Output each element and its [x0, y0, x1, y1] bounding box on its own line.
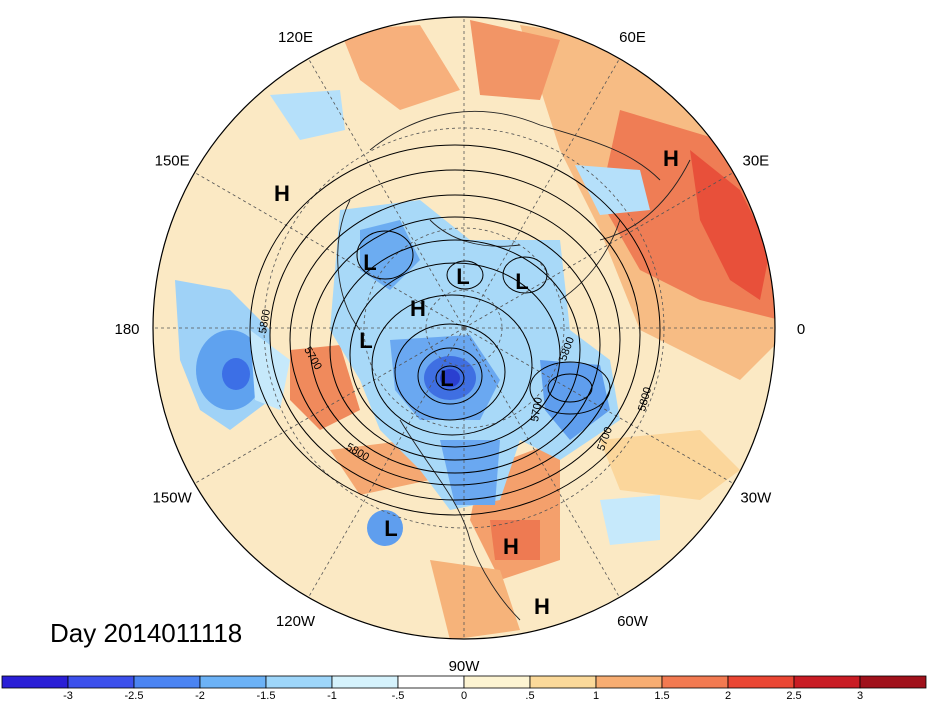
- height-contours: [249, 144, 661, 516]
- warm-anomaly-region: [290, 345, 360, 430]
- colorbar-tick-label: -1: [327, 690, 337, 702]
- contour-label: 5800: [257, 308, 273, 334]
- cold-anomaly-core: [222, 358, 250, 390]
- low-pressure-marker: L: [359, 328, 372, 353]
- meridian-line: [463, 58, 620, 329]
- colorbar-segment: [397, 675, 465, 689]
- map-boundary: [152, 16, 776, 640]
- cold-anomaly-region: [250, 330, 290, 410]
- longitude-label: 120E: [278, 29, 313, 46]
- colorbar-tick-label: -.5: [392, 690, 405, 702]
- high-pressure-marker: H: [274, 181, 290, 206]
- colorbar-segment: [463, 675, 531, 689]
- cold-anomaly-region: [270, 90, 345, 140]
- colorbar-tick-label: 0: [461, 690, 467, 702]
- colorbar-segment: [1, 675, 69, 689]
- longitude-label: 120W: [276, 613, 316, 630]
- meridian-line: [463, 172, 734, 329]
- colorbar-segment: [67, 675, 135, 689]
- colorbar-segment: [727, 675, 795, 689]
- high-pressure-marker: H: [410, 296, 426, 321]
- colorbar-tick-label: 2: [725, 690, 731, 702]
- longitude-label: 60E: [619, 29, 646, 46]
- colorbar-segment: [595, 675, 663, 689]
- longitude-label: 60W: [617, 613, 649, 630]
- low-pressure-marker: L: [515, 269, 528, 294]
- cold-anomaly-region: [575, 165, 650, 215]
- colorbar-segment: [793, 675, 861, 689]
- longitude-label: 150E: [155, 153, 190, 170]
- longitude-label: 0: [797, 321, 805, 338]
- colorbar-segment: [331, 675, 399, 689]
- warm-anomaly-region: [470, 20, 560, 100]
- colorbar-tick-label: -3: [63, 690, 73, 702]
- low-pressure-marker: L: [384, 516, 397, 541]
- low-pressure-marker: L: [456, 264, 469, 289]
- meridian-line: [308, 58, 465, 329]
- meridian-line: [194, 172, 465, 329]
- colorbar-segment: [199, 675, 267, 689]
- colorbar-tick-label: -1.5: [257, 690, 276, 702]
- colorbar-tick-label: -2: [195, 690, 205, 702]
- meridian-line: [463, 327, 620, 598]
- longitude-label: 150W: [153, 490, 193, 507]
- longitude-label-layer: 90E 60E 30E 0 30W 60W 90W 120W 150W 180 150E 120E: [114, 0, 805, 675]
- meridians: [153, 17, 775, 639]
- meridian-line: [308, 327, 465, 598]
- low-pressure-marker: L: [363, 250, 376, 275]
- pressure-center-layer: H H L L L H L L L H H: [274, 146, 679, 619]
- colorbar: -3 -2.5 -2 -1.5 -1 -.5 0 .5 1 1.5 2 2.5 3: [1, 675, 927, 702]
- coastlines: [337, 110, 691, 621]
- colorbar-tick-label: -2.5: [125, 690, 144, 702]
- colorbar-segment: [859, 675, 927, 689]
- colorbar-tick-label: 3: [857, 690, 863, 702]
- high-pressure-marker: H: [503, 534, 519, 559]
- warm-anomaly-region: [600, 430, 740, 500]
- colorbar-tick-label: 1.5: [654, 690, 669, 702]
- high-pressure-marker: H: [534, 594, 550, 619]
- date-label: Day 2014011118: [50, 618, 243, 648]
- warm-anomaly-region: [690, 150, 770, 300]
- cold-anomaly-core: [367, 510, 403, 546]
- longitude-label: 30W: [740, 490, 772, 507]
- cold-anomaly-core: [440, 369, 460, 387]
- warm-anomaly-region: [340, 25, 460, 110]
- colorbar-tick-label: 1: [593, 690, 599, 702]
- warm-anomaly-region: [430, 560, 520, 639]
- colorbar-segment: [265, 675, 333, 689]
- longitude-label: 90E: [451, 0, 478, 1]
- colorbar-segment: [661, 675, 729, 689]
- cold-anomaly-region: [600, 495, 660, 545]
- contour-label: 5700: [529, 396, 545, 422]
- warm-anomaly-region: [490, 520, 540, 560]
- low-pressure-marker: L: [440, 366, 453, 391]
- longitude-label: 30E: [742, 153, 769, 170]
- longitude-label: 90W: [449, 658, 481, 675]
- colorbar-tick-label: 2.5: [786, 690, 801, 702]
- high-pressure-marker: H: [663, 146, 679, 171]
- longitude-label: 180: [114, 321, 139, 338]
- colorbar-segment: [133, 675, 201, 689]
- cold-anomaly-region: [360, 220, 420, 290]
- colorbar-segment: [529, 675, 597, 689]
- colorbar-tick-label: .5: [525, 690, 534, 702]
- meridian-line: [463, 327, 734, 484]
- meridian-line: [194, 327, 465, 484]
